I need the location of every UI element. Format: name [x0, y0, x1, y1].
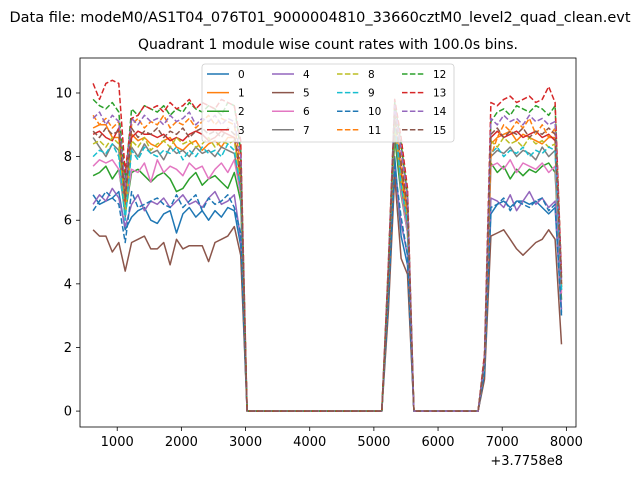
legend-label-12: 12: [433, 69, 446, 81]
series-line-15: [92, 114, 563, 412]
legend-label-5: 5: [303, 88, 310, 100]
y-tick-label: 4: [64, 277, 72, 292]
y-tick-label: 2: [64, 341, 72, 356]
legend-label-7: 7: [303, 125, 310, 137]
x-tick-label: 5000: [357, 435, 390, 450]
legend-label-13: 13: [433, 88, 446, 100]
figure-suptitle: Data file: modeM0/AS1T04_076T01_90000048…: [9, 10, 630, 26]
y-tick-label: 0: [64, 405, 72, 420]
legend-box: [201, 63, 455, 143]
legend-label-11: 11: [368, 125, 381, 137]
legend-label-3: 3: [238, 125, 245, 137]
x-tick-label: 3000: [229, 435, 262, 450]
legend-label-8: 8: [368, 69, 375, 81]
legend-label-4: 4: [303, 69, 310, 81]
legend-label-6: 6: [303, 106, 310, 118]
chart-title: Quadrant 1 module wise count rates with …: [138, 37, 518, 53]
legend-label-14: 14: [433, 106, 447, 118]
plot-area: [92, 79, 563, 412]
axes-frame: [79, 57, 577, 428]
legend-label-1: 1: [238, 88, 245, 100]
x-offset-label: +3.7758e8: [490, 454, 563, 469]
y-tick-label: 10: [55, 86, 72, 101]
x-tick-label: 6000: [421, 435, 454, 450]
y-tick-label: 8: [64, 150, 72, 165]
legend-label-2: 2: [238, 106, 245, 118]
legend-label-9: 9: [368, 88, 375, 100]
x-tick-label: 2000: [165, 435, 198, 450]
y-tick-label: 6: [64, 214, 72, 229]
x-tick-label: 1000: [101, 435, 134, 450]
legend-label-0: 0: [238, 69, 245, 81]
legend-label-15: 15: [433, 125, 446, 137]
legend-label-10: 10: [368, 106, 381, 118]
x-tick-label: 4000: [293, 435, 326, 450]
x-tick-label: 7000: [486, 435, 519, 450]
x-tick-label: 8000: [550, 435, 583, 450]
